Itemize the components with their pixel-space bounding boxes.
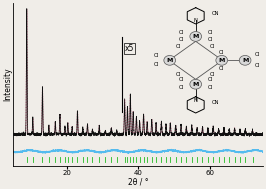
X-axis label: 2θ / °: 2θ / ° (128, 177, 148, 186)
Text: x5: x5 (125, 44, 134, 53)
Y-axis label: Intensity: Intensity (3, 67, 12, 101)
